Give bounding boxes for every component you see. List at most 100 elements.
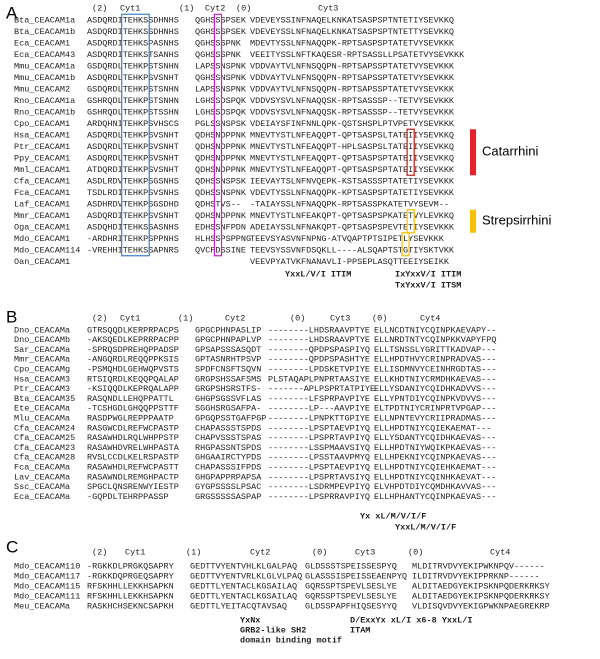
motif-annotation: GRB2-like SH2 bbox=[240, 625, 306, 635]
sequence-segment: MNEVTYSTLNFEAQQPT-QPTSASPSLTATEIIYSEVKKQ bbox=[250, 130, 454, 140]
sequence-segment: ELLTSNSSLYGRITTKADVAP--- bbox=[374, 345, 496, 355]
sequence-segment: ASDQRDITEHKSPASNHS bbox=[87, 38, 179, 48]
panel-label: C bbox=[6, 537, 18, 556]
sequence-segment: ELLHPEKNIYCQINPKAEVAS--- bbox=[374, 453, 496, 463]
sequence-segment: TSDLRDITEHKPSVSNHS bbox=[87, 188, 179, 198]
sequence-segment: ELLHPDTNIYCQINHKAEVAT--- bbox=[374, 472, 496, 482]
sequence-name: Mmu_CEACAM1b bbox=[14, 73, 75, 83]
sequence-segment: --------LPSPTAEVPIYQ bbox=[268, 462, 370, 472]
sequence-segment: GHGPSGSSVFLAS bbox=[195, 394, 261, 404]
sequence-name: Ssc_CEACAMa bbox=[14, 482, 70, 492]
sequence-segment: RASAWHDLREFWCPASTT bbox=[87, 462, 179, 472]
sequence-name: Dno_CEACAMb bbox=[14, 335, 70, 345]
sequence-segment: GHGPAPPRPAPSA bbox=[195, 472, 262, 482]
sequence-segment: VLDISQVDVYEKIGPWKNPAEGREKRP bbox=[412, 601, 550, 611]
sequence-segment: SGGHSRGSAFPA- bbox=[195, 404, 261, 414]
region-header: Cyt4 bbox=[490, 547, 510, 557]
sequence-name: Fca_CEACAM1 bbox=[14, 188, 70, 198]
sequence-segment: GEDTTVYENTVRLKLGLVLPAQ bbox=[190, 571, 302, 581]
sequence-segment: RASAWHDLRQLWHPPSTP bbox=[87, 433, 179, 443]
region-header: Cyt2 bbox=[205, 3, 225, 13]
sequence-segment: -------APLPSPRTATPIYE bbox=[268, 384, 375, 394]
sequence-name: Rno_CEACAM1a bbox=[14, 96, 75, 106]
sequence-segment: GLDSSPAPFHIQSESYYQ bbox=[305, 601, 397, 611]
sequence-segment: -RGKKDLPRGKQSAPRY bbox=[87, 561, 174, 571]
sequence-segment: ELLHPDTNIYWQIKPKAEVAS--- bbox=[374, 443, 496, 453]
sequence-segment: GPTASNRHTPSVP bbox=[195, 355, 261, 365]
sequence-segment: --------LFSPRPAVPIYE bbox=[268, 394, 370, 404]
sequence-name: Bta_CEACAM35 bbox=[14, 394, 75, 404]
sequence-name: Mmu_CEACAM1a bbox=[14, 61, 75, 71]
sequence-name: Cfa_CEACAM1 bbox=[14, 176, 70, 186]
motif-annotation: YxxL/M/V/I/F bbox=[395, 522, 456, 532]
sequence-name: Hsa_CEACAM1 bbox=[14, 130, 70, 140]
sequence-segment: ELLYSDANTYCQIDHKAEVAS--- bbox=[374, 433, 496, 443]
sequence-name: Eca_CEACAMa bbox=[14, 492, 70, 502]
sequence-segment: -SPRQSDPREHQPPADSP bbox=[87, 345, 179, 355]
sequence-segment: ELLHPDTNIYCQIEKAEMAT--- bbox=[374, 423, 491, 433]
sequence-segment: --------LPSPRTAVPIYQ bbox=[268, 433, 370, 443]
sequence-segment: HLHSSPSPPNG bbox=[195, 234, 251, 244]
sequence-segment: RTSIQRDLKEQQPQALAP bbox=[87, 374, 179, 384]
sequence-name: Dno_CEACAMa bbox=[14, 325, 70, 335]
region-header: Cyt2 bbox=[250, 547, 270, 557]
motif-annotation: Yx xL/M/V/I/F bbox=[360, 511, 426, 521]
sequence-segment: GQRSSPTSPEVLSESLYE bbox=[305, 591, 397, 601]
region-header: Cyt2 bbox=[225, 313, 245, 323]
region-header: (0) bbox=[372, 313, 387, 323]
sequence-name: Ppy_CEACAM1 bbox=[14, 153, 70, 163]
sequence-segment: QGHSSSPNK bbox=[195, 38, 242, 48]
sequence-segment: RASAWHDVRELWHPASTA bbox=[87, 443, 180, 453]
sequence-name: Cfa_CEACAM23 bbox=[14, 443, 75, 453]
sequence-segment: ADEIAYSSLNFNAKQPT-QPTSASPSPEVTETIYSEVKKK bbox=[250, 222, 455, 232]
sequence-segment: PLSTAQAPLPNPRTAASIYE bbox=[268, 374, 370, 384]
sequence-segment: RVSLCCDLKELRSPASTP bbox=[87, 453, 179, 463]
sequence-segment: -VREHHITEHKSSAPNRS bbox=[87, 245, 179, 255]
sequence-segment: ASDQRDITEHKSSDHNHS bbox=[87, 27, 179, 37]
sequence-segment: --------LSDRMPEVPIYQ bbox=[268, 482, 370, 492]
region-header: Cyt1 bbox=[120, 313, 140, 323]
sequence-segment: -AKSQEDLKEPRRPACPP bbox=[87, 335, 179, 345]
sequence-segment: GHGAAIRCTYPDS bbox=[195, 453, 261, 463]
region-header: (2) bbox=[92, 313, 107, 323]
sequence-segment: ASDQRDITEHKSSDHNHS bbox=[87, 15, 179, 25]
sequence-segment: GLDSSSTSPEISSESPYQ bbox=[305, 561, 397, 571]
sequence-segment: QVCFDSSINE bbox=[195, 245, 246, 255]
sequence-segment: --------LPSPRTAVSIYQ bbox=[268, 472, 370, 482]
sequence-segment: GSDQRDLTEHKPSTSNHN bbox=[87, 61, 179, 71]
group-bar bbox=[470, 129, 476, 176]
sequence-segment: GRGPSHSRSTFS- bbox=[195, 384, 261, 394]
sequence-name: Ptr_CEACAM1 bbox=[14, 142, 70, 152]
sequence-segment: GPSAPSSSASQDT bbox=[195, 345, 261, 355]
sequence-segment: -ANGQRDLREQQPPKSIS bbox=[87, 355, 179, 365]
sequence-segment: VEEITYSSLNFTKAQESR-RPTSASSLLPSATETVYSEVK… bbox=[250, 50, 465, 60]
sequence-name: Mmu_CEACAM2 bbox=[14, 84, 70, 94]
sequence-name: Oan_CEACAM1 bbox=[14, 257, 70, 267]
sequence-name: Mlu_CEACAMa bbox=[14, 413, 70, 423]
sequence-segment: RASQNDLLEHQPPATTL bbox=[87, 394, 174, 404]
sequence-segment: VDEVTYSSLNFNAQQPK-KPTSASPSPTATETIYSEVKKK bbox=[250, 188, 455, 198]
sequence-segment: MNEVTYSTLNFEAQQPT-HPLSASPSLTATEIIYSEVKKQ bbox=[250, 142, 454, 152]
region-header: Cyt4 bbox=[420, 313, 440, 323]
sequence-segment: ALDITAEDGYEKIPSKNPQDERKRKSY bbox=[412, 581, 550, 591]
sequence-segment: MNEVTYSTLNFEAKQPT-QPTSASPSPKATETVYLEVKKQ bbox=[250, 211, 454, 221]
sequence-segment: ELTPDTNIYCRINPRTVPGAP--- bbox=[374, 404, 496, 414]
sequence-segment: ATDQRDITEHKPSVSNHT bbox=[87, 165, 179, 175]
sequence-segment: GYGPSSSSLPSAC bbox=[195, 482, 261, 492]
sequence-segment: ELLNPNTEVYCRIIPRADMAS--- bbox=[374, 413, 496, 423]
motif-annotation: YxxL/V/I ITIM bbox=[285, 269, 351, 279]
sequence-segment: VDEIAYSFINFNNLQPK-QSTSHSPLPTVPETVYSEVKKK bbox=[250, 119, 455, 129]
sequence-segment: RFSKHHLLEKKHSAPKN bbox=[87, 581, 174, 591]
sequence-segment: VEEVPYATVKFNANAVLI-PPSEPLASQTTEEIYSEIKK bbox=[250, 257, 450, 267]
motif-annotation: ITAM bbox=[350, 625, 370, 635]
sequence-segment: RASAWNDLREMGHPACTP bbox=[87, 472, 179, 482]
region-header: (0) bbox=[408, 547, 423, 557]
sequence-segment: --------QPDPSPASHTYE bbox=[268, 355, 370, 365]
sequence-name: Ete_CEACAMa bbox=[14, 404, 70, 414]
motif-annotation: domain binding motif bbox=[240, 635, 342, 645]
sequence-segment: ASDLRDVTEHKPSGSNHS bbox=[87, 176, 179, 186]
sequence-name: Mml_CEACAM1 bbox=[14, 165, 70, 175]
sequence-segment: QGHSSSPNK bbox=[195, 50, 242, 60]
sequence-segment: ELLNRDTNTYCQINPKKVAPYFPQ bbox=[374, 335, 496, 345]
